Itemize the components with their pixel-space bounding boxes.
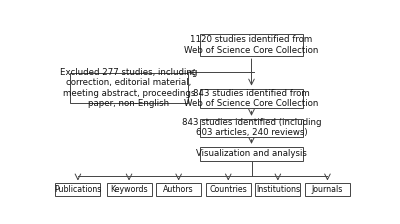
FancyBboxPatch shape	[200, 34, 303, 56]
Text: Institutions: Institutions	[256, 185, 300, 194]
FancyBboxPatch shape	[56, 183, 100, 196]
Text: Keywords: Keywords	[110, 185, 148, 194]
FancyBboxPatch shape	[200, 147, 303, 161]
Text: Authors: Authors	[163, 185, 194, 194]
Text: 843 studies identified from
Web of Science Core Collection: 843 studies identified from Web of Scien…	[184, 89, 319, 108]
Text: Excluded 277 studies, including
correction, editorial material,
meeting abstract: Excluded 277 studies, including correcti…	[60, 68, 198, 108]
FancyBboxPatch shape	[305, 183, 350, 196]
FancyBboxPatch shape	[156, 183, 201, 196]
FancyBboxPatch shape	[200, 119, 303, 137]
FancyBboxPatch shape	[106, 183, 152, 196]
FancyBboxPatch shape	[255, 183, 300, 196]
Text: Journals: Journals	[312, 185, 343, 194]
FancyBboxPatch shape	[70, 73, 188, 103]
Text: Publications: Publications	[54, 185, 102, 194]
FancyBboxPatch shape	[206, 183, 251, 196]
Text: 1120 studies identified from
Web of Science Core Collection: 1120 studies identified from Web of Scie…	[184, 35, 319, 55]
Text: 843 studies identified (including
603 articles, 240 reviews): 843 studies identified (including 603 ar…	[182, 118, 321, 138]
Text: Countries: Countries	[209, 185, 247, 194]
FancyBboxPatch shape	[200, 88, 303, 108]
Text: Visualization and analysis: Visualization and analysis	[196, 149, 307, 158]
